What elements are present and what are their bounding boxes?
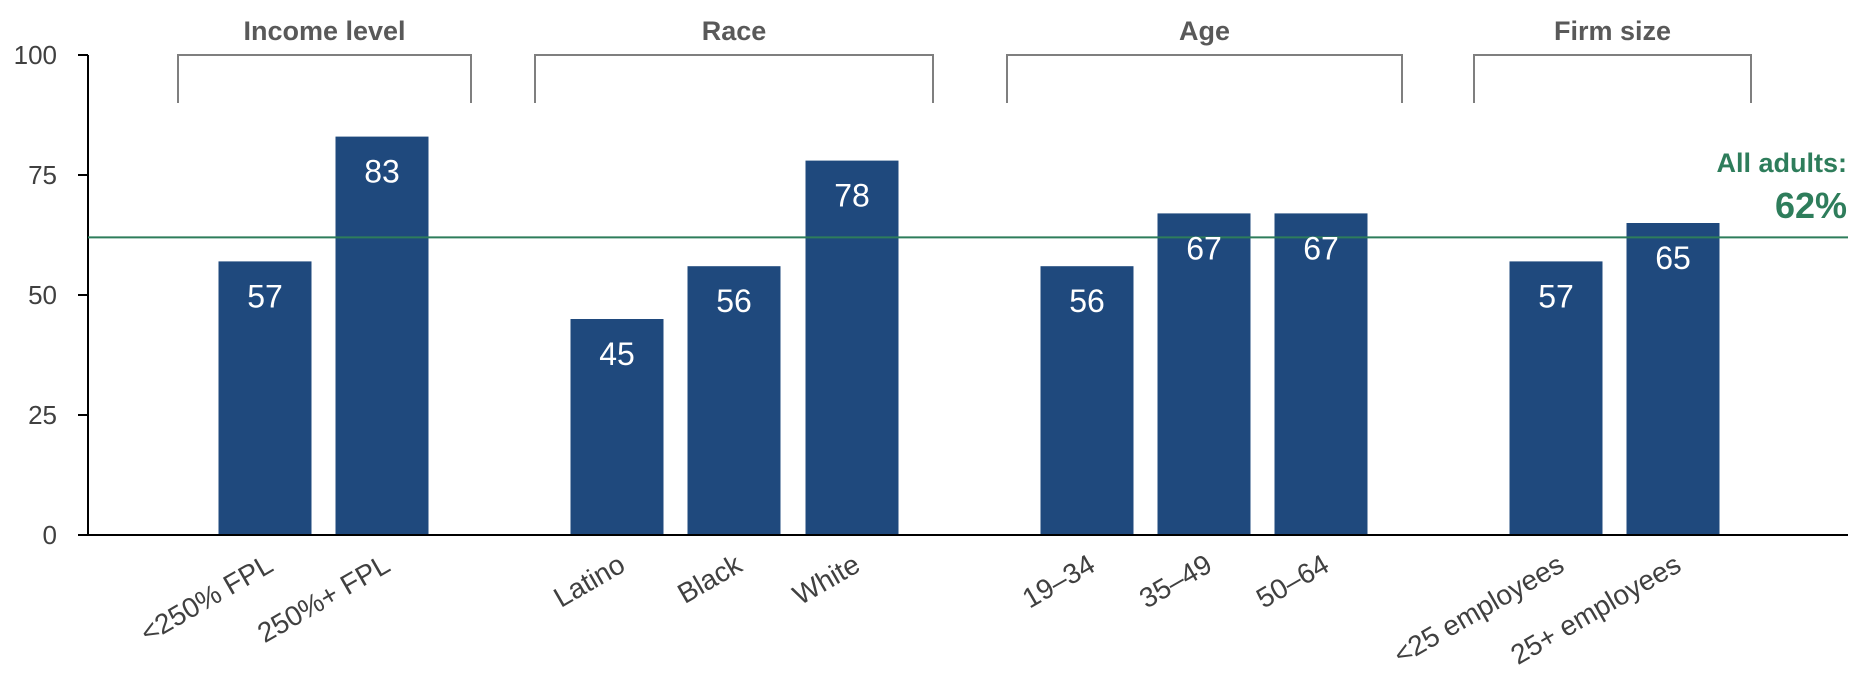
bar bbox=[218, 261, 312, 535]
group-bracket bbox=[1473, 54, 1752, 103]
category-label: 250%+ FPL bbox=[252, 548, 395, 648]
group-label: Income level bbox=[243, 16, 405, 46]
bar bbox=[1509, 261, 1603, 535]
y-tick-label: 100 bbox=[14, 40, 57, 70]
data-label: 67 bbox=[1186, 230, 1222, 266]
bar bbox=[335, 136, 429, 535]
data-label: 65 bbox=[1655, 240, 1691, 276]
category-label: <250% FPL bbox=[135, 548, 278, 648]
group-label: Age bbox=[1179, 16, 1230, 46]
data-label: 78 bbox=[834, 178, 870, 214]
group-label: Race bbox=[702, 16, 767, 46]
y-axis: 0 25 50 75 100 bbox=[14, 40, 89, 550]
bar bbox=[1040, 266, 1134, 535]
reference-line-group: All adults: 62% bbox=[88, 148, 1848, 239]
category-label: 35–49 bbox=[1134, 548, 1217, 614]
bar bbox=[1626, 223, 1720, 535]
data-label: 56 bbox=[716, 283, 752, 319]
y-tick-label: 25 bbox=[28, 400, 57, 430]
y-tick-label: 75 bbox=[28, 160, 57, 190]
bar bbox=[805, 160, 899, 535]
bar bbox=[1274, 213, 1368, 535]
category-label: Black bbox=[672, 548, 748, 610]
group-bracket bbox=[177, 54, 472, 103]
data-label: 57 bbox=[247, 278, 283, 314]
data-label: 56 bbox=[1069, 283, 1105, 319]
bars bbox=[218, 136, 1720, 535]
y-tick-label: 0 bbox=[43, 520, 57, 550]
group-brackets bbox=[177, 54, 1752, 103]
reference-value-label: 62% bbox=[1775, 185, 1847, 226]
reference-label: All adults: bbox=[1716, 148, 1847, 178]
data-labels: 57 83 45 56 78 56 67 67 57 65 bbox=[247, 154, 1691, 372]
bar bbox=[687, 266, 781, 535]
data-label: 45 bbox=[599, 336, 635, 372]
category-label: Latino bbox=[548, 548, 630, 613]
data-label: 57 bbox=[1538, 278, 1574, 314]
category-label: 50–64 bbox=[1251, 548, 1334, 614]
category-label: 19–34 bbox=[1017, 548, 1100, 614]
group-bracket bbox=[534, 54, 934, 103]
data-label: 83 bbox=[364, 154, 400, 190]
y-tick-label: 50 bbox=[28, 280, 57, 310]
bar bbox=[570, 319, 664, 535]
group-label: Firm size bbox=[1554, 16, 1671, 46]
bar bbox=[1157, 213, 1251, 535]
category-label: White bbox=[788, 548, 865, 611]
group-bracket bbox=[1006, 54, 1403, 103]
group-labels: Income level Race Age Firm size bbox=[243, 16, 1671, 46]
data-label: 67 bbox=[1303, 230, 1339, 266]
